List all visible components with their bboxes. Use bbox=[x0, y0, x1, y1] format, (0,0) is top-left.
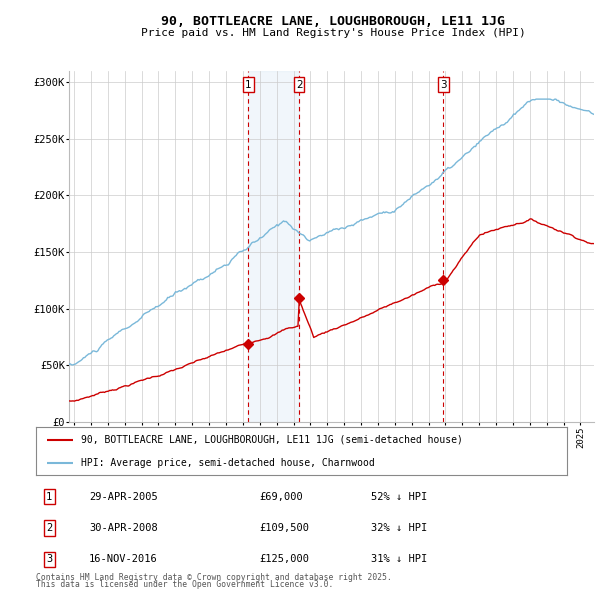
Text: 30-APR-2008: 30-APR-2008 bbox=[89, 523, 158, 533]
Text: 32% ↓ HPI: 32% ↓ HPI bbox=[371, 523, 427, 533]
Text: 3: 3 bbox=[46, 555, 52, 564]
Text: 90, BOTTLEACRE LANE, LOUGHBOROUGH, LE11 1JG: 90, BOTTLEACRE LANE, LOUGHBOROUGH, LE11 … bbox=[161, 15, 505, 28]
Text: 1: 1 bbox=[245, 80, 252, 90]
Bar bbox=[248, 71, 299, 422]
Text: 2: 2 bbox=[296, 80, 302, 90]
Text: 1: 1 bbox=[46, 492, 52, 502]
Text: 16-NOV-2016: 16-NOV-2016 bbox=[89, 555, 158, 564]
Text: Price paid vs. HM Land Registry's House Price Index (HPI): Price paid vs. HM Land Registry's House … bbox=[140, 28, 526, 38]
Text: This data is licensed under the Open Government Licence v3.0.: This data is licensed under the Open Gov… bbox=[36, 581, 334, 589]
Text: Contains HM Land Registry data © Crown copyright and database right 2025.: Contains HM Land Registry data © Crown c… bbox=[36, 573, 392, 582]
Text: 31% ↓ HPI: 31% ↓ HPI bbox=[371, 555, 427, 564]
Text: HPI: Average price, semi-detached house, Charnwood: HPI: Average price, semi-detached house,… bbox=[81, 458, 375, 468]
Text: £125,000: £125,000 bbox=[259, 555, 309, 564]
Text: 2: 2 bbox=[46, 523, 52, 533]
Text: £69,000: £69,000 bbox=[259, 492, 303, 502]
Text: 29-APR-2005: 29-APR-2005 bbox=[89, 492, 158, 502]
Text: 3: 3 bbox=[440, 80, 447, 90]
Text: 90, BOTTLEACRE LANE, LOUGHBOROUGH, LE11 1JG (semi-detached house): 90, BOTTLEACRE LANE, LOUGHBOROUGH, LE11 … bbox=[81, 435, 463, 445]
Text: 52% ↓ HPI: 52% ↓ HPI bbox=[371, 492, 427, 502]
Text: £109,500: £109,500 bbox=[259, 523, 309, 533]
